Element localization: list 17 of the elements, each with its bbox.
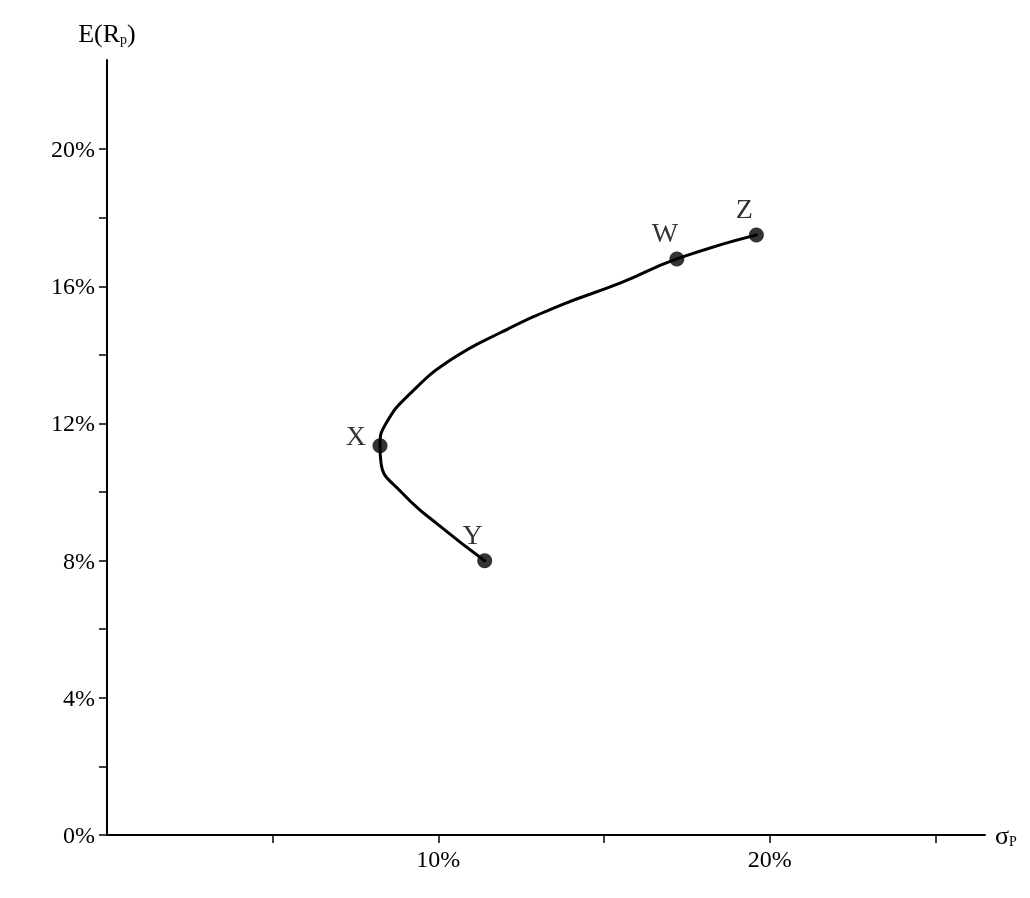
point — [477, 553, 493, 569]
y-tick-label: 4% — [63, 684, 95, 711]
annotation: X — [345, 420, 367, 452]
point — [669, 251, 685, 267]
y-tick-label: 8% — [63, 547, 95, 574]
y-tick-label: 16% — [51, 273, 95, 300]
point — [372, 438, 388, 454]
point — [748, 227, 764, 243]
y-tick-label: 20% — [51, 136, 95, 163]
annotation: Y — [462, 519, 483, 551]
y-tick-label: 12% — [51, 410, 95, 437]
annotation: W — [651, 217, 679, 249]
x-axis-title: σP — [995, 820, 1018, 850]
annotation: Z — [735, 193, 753, 225]
y-tick-label: 0% — [63, 822, 95, 848]
y-axis-title: E(Rp) — [78, 18, 136, 48]
x-tick-label: 10% — [416, 846, 461, 872]
